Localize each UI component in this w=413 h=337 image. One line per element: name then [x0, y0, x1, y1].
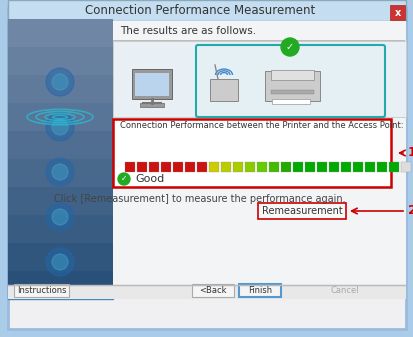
- Bar: [221, 162, 230, 172]
- Bar: [8, 21, 113, 299]
- Circle shape: [52, 74, 68, 90]
- FancyBboxPatch shape: [113, 119, 390, 187]
- Bar: [280, 162, 290, 172]
- Bar: [185, 162, 195, 172]
- FancyBboxPatch shape: [192, 284, 233, 297]
- Bar: [8, 285, 405, 299]
- FancyBboxPatch shape: [257, 203, 345, 219]
- Circle shape: [46, 248, 74, 276]
- Bar: [137, 162, 147, 172]
- Text: Connection Performance between the Printer and the Access Point:: Connection Performance between the Print…: [120, 122, 403, 130]
- Bar: [400, 162, 410, 172]
- Bar: [233, 162, 242, 172]
- Circle shape: [52, 254, 68, 270]
- Circle shape: [46, 68, 74, 96]
- Text: <Back: <Back: [199, 286, 226, 295]
- Bar: [135, 73, 169, 96]
- Circle shape: [52, 209, 68, 225]
- Bar: [388, 162, 398, 172]
- Bar: [149, 162, 159, 172]
- Bar: [140, 103, 164, 107]
- Circle shape: [118, 173, 130, 185]
- Bar: [8, 19, 113, 47]
- Bar: [328, 162, 338, 172]
- Text: x: x: [394, 7, 400, 18]
- FancyBboxPatch shape: [14, 284, 69, 297]
- Bar: [8, 131, 113, 159]
- Circle shape: [46, 203, 74, 231]
- Bar: [389, 5, 404, 20]
- Bar: [113, 41, 405, 117]
- Bar: [209, 79, 237, 101]
- Text: ✓: ✓: [121, 174, 127, 183]
- Text: Good: Good: [135, 174, 164, 184]
- Bar: [8, 159, 113, 187]
- Bar: [244, 162, 254, 172]
- Text: The results are as follows.: The results are as follows.: [120, 26, 256, 36]
- Bar: [340, 162, 350, 172]
- Text: Instructions: Instructions: [17, 286, 66, 295]
- Bar: [271, 99, 309, 104]
- Circle shape: [52, 164, 68, 180]
- Circle shape: [46, 113, 74, 141]
- Bar: [264, 71, 319, 101]
- Bar: [132, 69, 171, 99]
- Text: 1: 1: [407, 147, 413, 159]
- Bar: [161, 162, 171, 172]
- Bar: [304, 162, 314, 172]
- Text: Finish: Finish: [247, 286, 271, 295]
- Bar: [8, 47, 113, 75]
- Bar: [8, 75, 113, 103]
- Bar: [256, 162, 266, 172]
- Circle shape: [46, 158, 74, 186]
- Bar: [8, 103, 113, 131]
- FancyBboxPatch shape: [195, 45, 384, 117]
- FancyBboxPatch shape: [238, 284, 280, 297]
- Bar: [376, 162, 386, 172]
- Text: 2: 2: [407, 205, 413, 217]
- Text: Cancel: Cancel: [330, 286, 358, 295]
- Text: Connection Performance Measurement: Connection Performance Measurement: [85, 4, 314, 17]
- Bar: [113, 21, 405, 299]
- Circle shape: [52, 119, 68, 135]
- Bar: [352, 162, 362, 172]
- Text: ✓: ✓: [285, 42, 293, 52]
- Bar: [8, 187, 113, 215]
- Bar: [316, 162, 326, 172]
- Bar: [364, 162, 374, 172]
- Bar: [8, 0, 405, 21]
- Circle shape: [280, 38, 298, 56]
- Bar: [292, 162, 302, 172]
- Bar: [209, 162, 218, 172]
- Bar: [8, 271, 113, 299]
- Bar: [8, 243, 113, 271]
- Bar: [125, 162, 135, 172]
- Bar: [268, 162, 278, 172]
- Text: Remeasurement: Remeasurement: [261, 206, 342, 216]
- Bar: [271, 70, 313, 80]
- Bar: [173, 162, 183, 172]
- Bar: [8, 215, 113, 243]
- Bar: [197, 162, 206, 172]
- Text: Click [Remeasurement] to measure the performance again.: Click [Remeasurement] to measure the per…: [54, 194, 345, 204]
- Bar: [271, 90, 313, 94]
